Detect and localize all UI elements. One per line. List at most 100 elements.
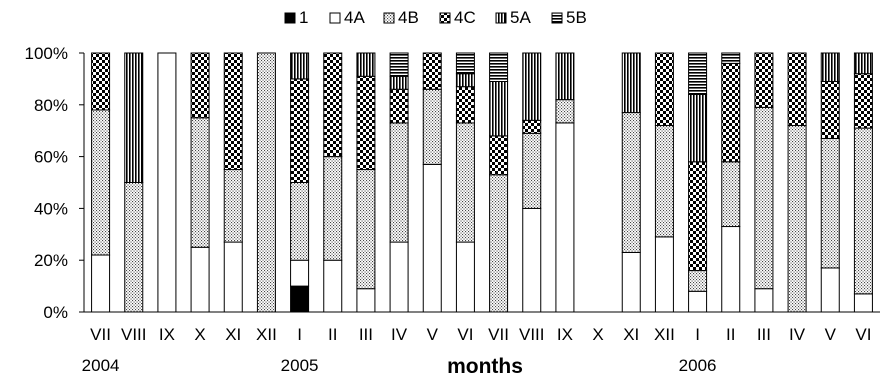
- bar-segment-4a: [621, 251, 641, 313]
- legend-item-4c: 4C: [439, 8, 476, 27]
- bar-segment-5a: [124, 52, 144, 183]
- legend-label: 5B: [566, 8, 587, 27]
- legend-label: 1: [299, 8, 308, 27]
- bar-stack: [820, 52, 840, 313]
- bar-segment-4b: [688, 270, 708, 292]
- bar-segment-4c: [522, 119, 542, 134]
- bar-segment-5a: [853, 52, 873, 75]
- bar-segment-4b: [124, 182, 144, 313]
- bar-stack: [654, 52, 674, 313]
- bar-segment-4a: [290, 259, 310, 287]
- bar-segment-4c: [190, 52, 210, 119]
- bar-segment-4a: [654, 236, 674, 313]
- bar-segment-5b: [688, 52, 708, 95]
- bars-group: [91, 52, 873, 313]
- bar-segment-4b: [256, 52, 276, 313]
- x-axis: VII VIII IX X XI XII I II III IV V VI VII VIII IX X XI XI…: [82, 311, 880, 378]
- x-tick-label: VIII: [121, 325, 147, 344]
- x-tick-label: VIII: [519, 325, 545, 344]
- year-label: 2005: [281, 356, 319, 375]
- bar-stack: [621, 52, 641, 313]
- bar-stack: [489, 52, 509, 313]
- x-tick-label: V: [825, 325, 837, 344]
- legend-swatch: [495, 12, 507, 24]
- bar-segment-4a: [853, 293, 873, 313]
- x-tick-label: II: [328, 325, 337, 344]
- bar-segment-5a: [455, 73, 475, 88]
- x-tick-label: II: [726, 325, 735, 344]
- bar-stack: [91, 52, 111, 313]
- bar-segment-4b: [455, 122, 475, 243]
- bar-segment-4b: [522, 132, 542, 209]
- x-tick-label: X: [194, 325, 205, 344]
- legend-swatch: [284, 12, 296, 24]
- bar-segment-4a: [323, 259, 343, 313]
- bar-segment-5b: [489, 52, 509, 82]
- bar-stack: [555, 52, 575, 313]
- bar-segment-5a: [820, 52, 840, 82]
- x-tick-label: VI: [457, 325, 473, 344]
- bar-stack: [124, 52, 144, 313]
- x-tick-label: IV: [391, 325, 408, 344]
- bar-segment-4b: [820, 137, 840, 269]
- bar-segment-4c: [489, 135, 509, 176]
- y-tick-label: 20%: [34, 251, 68, 270]
- bar-stack: [256, 52, 276, 313]
- bar-stack: [290, 52, 310, 313]
- bar-segment-4b: [356, 169, 376, 290]
- bar-segment-5a: [555, 52, 575, 101]
- x-tick-label: X: [592, 325, 603, 344]
- legend-item-5a: 5A: [495, 8, 531, 27]
- x-tick-label: VII: [488, 325, 509, 344]
- bar-segment-1: [290, 285, 310, 313]
- bar-segment-4b: [787, 125, 807, 313]
- bar-stack: [455, 52, 475, 313]
- bar-segment-5a: [290, 52, 310, 80]
- bar-segment-4b: [754, 106, 774, 290]
- bar-segment-4c: [455, 86, 475, 124]
- bar-segment-5b: [389, 52, 409, 77]
- bar-stack: [157, 52, 177, 313]
- legend-label: 4C: [454, 8, 476, 27]
- x-tick-label: IX: [557, 325, 573, 344]
- x-tick-label: I: [297, 325, 302, 344]
- bar-segment-5a: [688, 93, 708, 163]
- x-tick-label: XII: [654, 325, 675, 344]
- bar-stack: [223, 52, 243, 313]
- y-tick-label: 40%: [34, 199, 68, 218]
- bar-segment-4b: [223, 169, 243, 243]
- x-tick-label: I: [695, 325, 700, 344]
- bar-segment-4b: [91, 109, 111, 256]
- bar-segment-4a: [91, 254, 111, 313]
- bar-segment-4b: [389, 122, 409, 243]
- bar-segment-4a: [688, 290, 708, 313]
- bar-segment-4b: [290, 182, 310, 261]
- bar-segment-4a: [754, 288, 774, 313]
- legend-swatch: [439, 12, 451, 24]
- bar-segment-4a: [389, 241, 409, 313]
- bar-stack: [754, 52, 774, 313]
- bar-segment-5a: [489, 80, 509, 137]
- x-tick-label: XI: [623, 325, 639, 344]
- bar-segment-4a: [555, 122, 575, 313]
- bar-stack: [190, 52, 210, 313]
- bar-stack: [522, 52, 542, 313]
- bar-segment-4a: [157, 52, 177, 313]
- bar-segment-5a: [522, 52, 542, 121]
- bar-segment-4a: [190, 246, 210, 313]
- bar-stack: [389, 52, 409, 313]
- bar-segment-4c: [721, 62, 741, 163]
- bar-segment-4b: [190, 117, 210, 248]
- bar-segment-4b: [853, 127, 873, 295]
- bar-segment-5b: [721, 52, 741, 64]
- x-tick-label: VI: [855, 325, 871, 344]
- x-tick-label: XII: [256, 325, 277, 344]
- x-tick-label: IX: [159, 325, 175, 344]
- legend-swatch: [551, 12, 563, 24]
- bar-segment-4b: [489, 174, 509, 313]
- bar-segment-5b: [455, 52, 475, 75]
- bar-stack: [721, 52, 741, 313]
- legend-item-5b: 5B: [551, 8, 587, 27]
- bar-segment-4c: [223, 52, 243, 171]
